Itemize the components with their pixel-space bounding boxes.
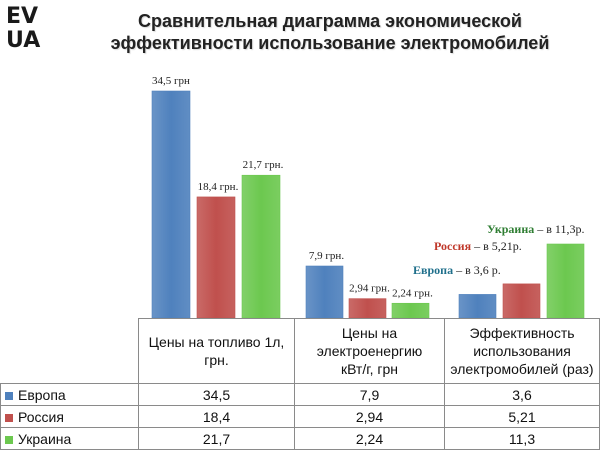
bar-ukraine-cat2	[391, 302, 430, 318]
table-cell: 7,9	[294, 383, 445, 406]
bar-russia-cat1	[196, 196, 236, 318]
table-cell: 2,94	[294, 405, 445, 428]
data-label-russia-cat2: 2,94 грн.	[349, 283, 390, 295]
data-label-russia-cat1: 18,4 грн.	[198, 181, 239, 193]
bar-ukraine-cat1	[241, 174, 281, 318]
data-label-europe-cat1: 34,5 грн	[152, 75, 190, 87]
header-fuel-line-1: Цены на топливо 1л,	[148, 334, 285, 350]
bar-russia-cat3	[502, 283, 541, 318]
header-electricity-line-2: электроенергию	[316, 343, 423, 359]
legend-swatch-russia	[5, 413, 13, 422]
table-row-europe: Европа 34,5 7,9 3,6	[0, 383, 600, 406]
table-cell: 21,7	[138, 427, 295, 450]
table-row-ukraine: Украина 21,7 2,24 11,3	[0, 427, 600, 450]
logo-line-1: EV	[6, 4, 39, 29]
data-label-ukraine-cat2: 2,24 грн.	[392, 287, 433, 299]
table-cell: 34,5	[138, 383, 295, 406]
chart-title-line-1: Сравнительная диаграмма экономической	[138, 11, 522, 31]
bar-europe-cat3	[458, 294, 497, 318]
chart-title: Сравнительная диаграмма экономической эф…	[60, 10, 600, 54]
table-cell: 11,3	[444, 427, 600, 450]
data-label-europe-cat2: 7,9 грн.	[309, 250, 344, 262]
legend-label-europe: Европа	[18, 386, 66, 403]
bar-europe-cat1	[151, 90, 191, 318]
row-label-europe: Европа	[0, 383, 139, 406]
table-header-row: Цены на топливо 1л, грн. Цены на электро…	[0, 318, 600, 384]
table-corner	[0, 318, 139, 384]
row-label-russia: Россия	[0, 405, 139, 428]
bar-ukraine-cat3	[546, 243, 585, 318]
table-cell: 2,24	[294, 427, 445, 450]
header-electricity: Цены на электроенергию кВт/г, грн	[294, 318, 445, 384]
header-electricity-line-3: кВт/г, грн	[340, 361, 399, 377]
table-cell: 3,6	[444, 383, 600, 406]
table-row-russia: Россия 18,4 2,94 5,21	[0, 405, 600, 428]
legend-label-russia: Россия	[18, 408, 64, 425]
chart-title-line-2: эффективности использование электромобил…	[110, 33, 550, 53]
evua-logo: EV UA	[6, 4, 46, 54]
logo-line-2: UA	[6, 28, 41, 53]
header-electricity-line-1: Цены на	[341, 325, 398, 341]
table-cell: 18,4	[138, 405, 295, 428]
data-label-ukraine-cat1: 21,7 грн.	[243, 159, 284, 171]
header-fuel: Цены на топливо 1л, грн.	[138, 318, 295, 384]
header-efficiency: Эффективность использования электромобил…	[444, 318, 600, 384]
legend-label-ukraine: Украина	[18, 430, 72, 447]
legend-swatch-europe	[5, 391, 13, 400]
table-cell: 5,21	[444, 405, 600, 428]
annotation-europe: Европа – в 3,6 р.	[413, 263, 501, 277]
header-fuel-line-2: грн.	[204, 352, 229, 368]
bar-chart: 34,5 грн 7,9 грн. 18,4 грн. 2,94 грн. 21,7 г…	[151, 75, 585, 318]
bar-russia-cat2	[348, 298, 387, 318]
header-efficiency-line-2: использования	[473, 343, 571, 359]
header-efficiency-line-3: электромобилей (раз)	[450, 361, 594, 377]
annotation-russia: Россия – в 5,21р.	[434, 239, 522, 253]
legend-swatch-ukraine	[5, 435, 13, 444]
annotation-ukraine: Украина – в 11,3р.	[487, 222, 584, 236]
bar-europe-cat2	[305, 265, 344, 318]
header-efficiency-line-1: Эффективность	[469, 325, 575, 341]
row-label-ukraine: Украина	[0, 427, 139, 450]
data-table: Цены на топливо 1л, грн. Цены на электро…	[0, 318, 600, 450]
